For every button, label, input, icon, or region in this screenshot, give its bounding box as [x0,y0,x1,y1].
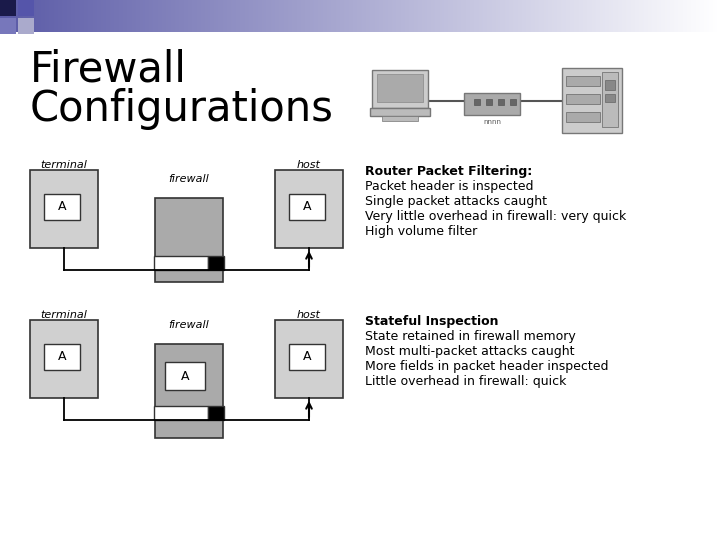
Bar [566,94,600,104]
Bar [605,94,615,102]
Text: A: A [302,350,311,363]
Bar [44,344,80,370]
Bar [370,108,430,116]
Bar [44,194,80,220]
Bar [464,93,520,115]
Text: Very little overhead in firewall: very quick: Very little overhead in firewall: very q… [365,210,626,223]
Text: Router Packet Filtering:: Router Packet Filtering: [365,165,532,178]
Bar [566,76,600,86]
Text: A: A [58,350,66,363]
Bar [155,344,223,438]
Bar [154,256,208,270]
Bar [498,99,504,105]
Text: Stateful Inspection: Stateful Inspection [365,315,498,328]
Text: Packet header is inspected: Packet header is inspected [365,180,534,193]
Text: State retained in firewall memory: State retained in firewall memory [365,330,576,343]
Text: host: host [297,310,321,320]
Text: Little overhead in firewall: quick: Little overhead in firewall: quick [365,375,567,388]
Text: Configurations: Configurations [30,88,334,130]
Bar [602,72,618,127]
Bar [566,112,600,122]
Bar [382,116,418,121]
Text: host: host [297,160,321,170]
Text: nnnn: nnnn [483,119,501,125]
Text: Single packet attacks caught: Single packet attacks caught [365,195,547,208]
Bar [289,344,325,370]
Bar [18,0,34,16]
Bar [377,74,423,102]
Text: More fields in packet header inspected: More fields in packet header inspected [365,360,608,373]
Bar [474,99,480,105]
Bar [486,99,492,105]
Bar [605,80,615,90]
Text: firewall: firewall [168,320,210,330]
Text: High volume filter: High volume filter [365,225,477,238]
Bar [165,362,205,390]
Text: terminal: terminal [40,310,87,320]
Text: A: A [181,369,189,382]
Bar [18,18,34,34]
Bar [208,256,224,270]
Bar [154,406,208,420]
Bar [289,194,325,220]
Text: A: A [58,200,66,213]
Bar [30,320,98,398]
Bar [275,170,343,248]
Bar [0,0,16,16]
Bar [155,198,223,282]
Bar [562,68,622,133]
Bar [0,18,16,34]
Text: terminal: terminal [40,160,87,170]
Bar [275,320,343,398]
Text: Most multi-packet attacks caught: Most multi-packet attacks caught [365,345,575,358]
Bar [208,406,224,420]
Bar [30,170,98,248]
Text: A: A [302,200,311,213]
Text: Firewall: Firewall [30,48,187,90]
Text: firewall: firewall [168,174,210,184]
Bar [510,99,516,105]
Bar [372,70,428,108]
